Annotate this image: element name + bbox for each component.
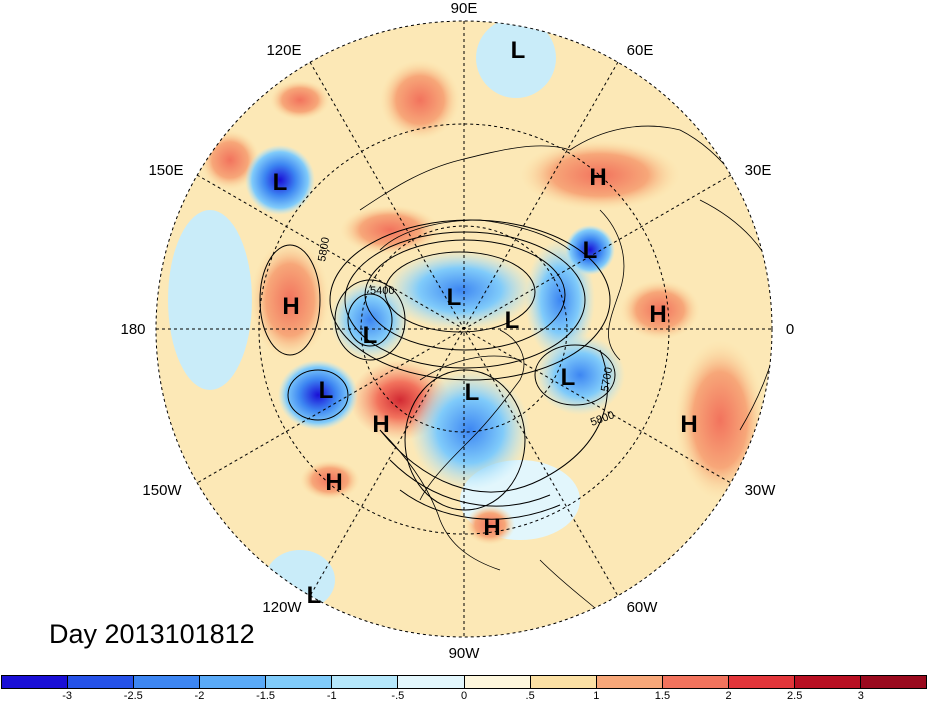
colorbar-tick-label: 1 [593, 690, 600, 702]
low-center: L [561, 364, 576, 391]
contour-label: 5400 [370, 285, 394, 297]
colorbar-swatch [332, 676, 399, 688]
colorbar-tick-label: -2.5 [123, 690, 143, 702]
high-center: H [372, 411, 389, 438]
colorbar-swatch [530, 676, 597, 688]
low-center: L [273, 169, 288, 196]
low-center: L [307, 582, 322, 609]
height-contours [259, 219, 616, 520]
anomaly-field [156, 21, 772, 637]
high-center: H [483, 514, 500, 541]
low-center: L [511, 37, 526, 64]
map-border [155, 20, 773, 638]
lon-label: 30E [745, 162, 772, 179]
high-center: H [649, 301, 666, 328]
colorbar-swatch [662, 676, 729, 688]
colorbar-tick-label: 0 [460, 690, 468, 702]
lon-label: 60W [627, 599, 659, 616]
colorbar-tick-label: -1 [326, 690, 337, 702]
lon-label: 120E [266, 42, 301, 59]
colorbar-swatch [728, 676, 795, 688]
lon-label: 90W [449, 645, 481, 662]
lon-label: 0 [786, 321, 794, 338]
lon-label: 120W [262, 599, 302, 616]
pressure-centers: L H L H H L H L L H H L H L L L L [273, 37, 698, 609]
lon-label: 150E [148, 162, 183, 179]
lon-label: 30W [745, 482, 777, 499]
lon-label: 60E [627, 42, 654, 59]
graticule [156, 21, 772, 637]
colorbar-swatch [794, 676, 862, 688]
high-center: H [282, 293, 299, 320]
lon-label: 150W [142, 482, 182, 499]
lon-label: 90E [451, 0, 478, 17]
colorbar-tick-label: -.5 [391, 690, 405, 702]
low-center: L [447, 284, 462, 311]
high-center: H [589, 164, 606, 191]
low-center: L [465, 379, 480, 406]
low-center: L [583, 237, 598, 264]
low-center: L [363, 322, 378, 349]
colorbar-tick-label: -3 [62, 690, 73, 702]
colorbar-swatch [200, 676, 267, 688]
colorbar-swatch [266, 676, 333, 688]
colorbar-tick-label: -2 [194, 690, 205, 702]
high-center: H [680, 411, 697, 438]
colorbar-swatch [134, 676, 201, 688]
polar-map: 5800 5400 5700 5800 90E 60E 30E 0 30W 60… [120, 0, 794, 662]
date-title: Day 2013101812 [49, 619, 255, 649]
low-center: L [505, 307, 520, 334]
colorbar-tick-label: .5 [525, 690, 535, 702]
colorbar-swatch [398, 676, 465, 688]
colorbar-tick-label: 3 [857, 690, 864, 702]
colorbar-swatch [2, 676, 69, 688]
low-center: L [319, 377, 334, 404]
colorbar-tick-label: 2 [725, 690, 732, 702]
lon-label: 180 [120, 321, 145, 338]
colorbar-ticks: -3 -2.5 -2 -1.5 -1 -.5 0 .5 1 1.5 2 2.5 3 [0, 690, 928, 702]
colorbar-swatch [68, 676, 135, 688]
contour-label: 5700 [599, 366, 615, 392]
colorbar-tick-label: -1.5 [256, 690, 276, 702]
colorbar-tick-label: 2.5 [787, 690, 803, 702]
colorbar-swatch [861, 676, 927, 688]
colorbar-swatch [464, 676, 531, 688]
contour-label: 5800 [316, 236, 332, 262]
colorbar [1, 675, 927, 689]
colorbar-tick-label: 1.5 [654, 690, 671, 702]
high-center: H [325, 469, 342, 496]
colorbar-swatch [596, 676, 663, 688]
